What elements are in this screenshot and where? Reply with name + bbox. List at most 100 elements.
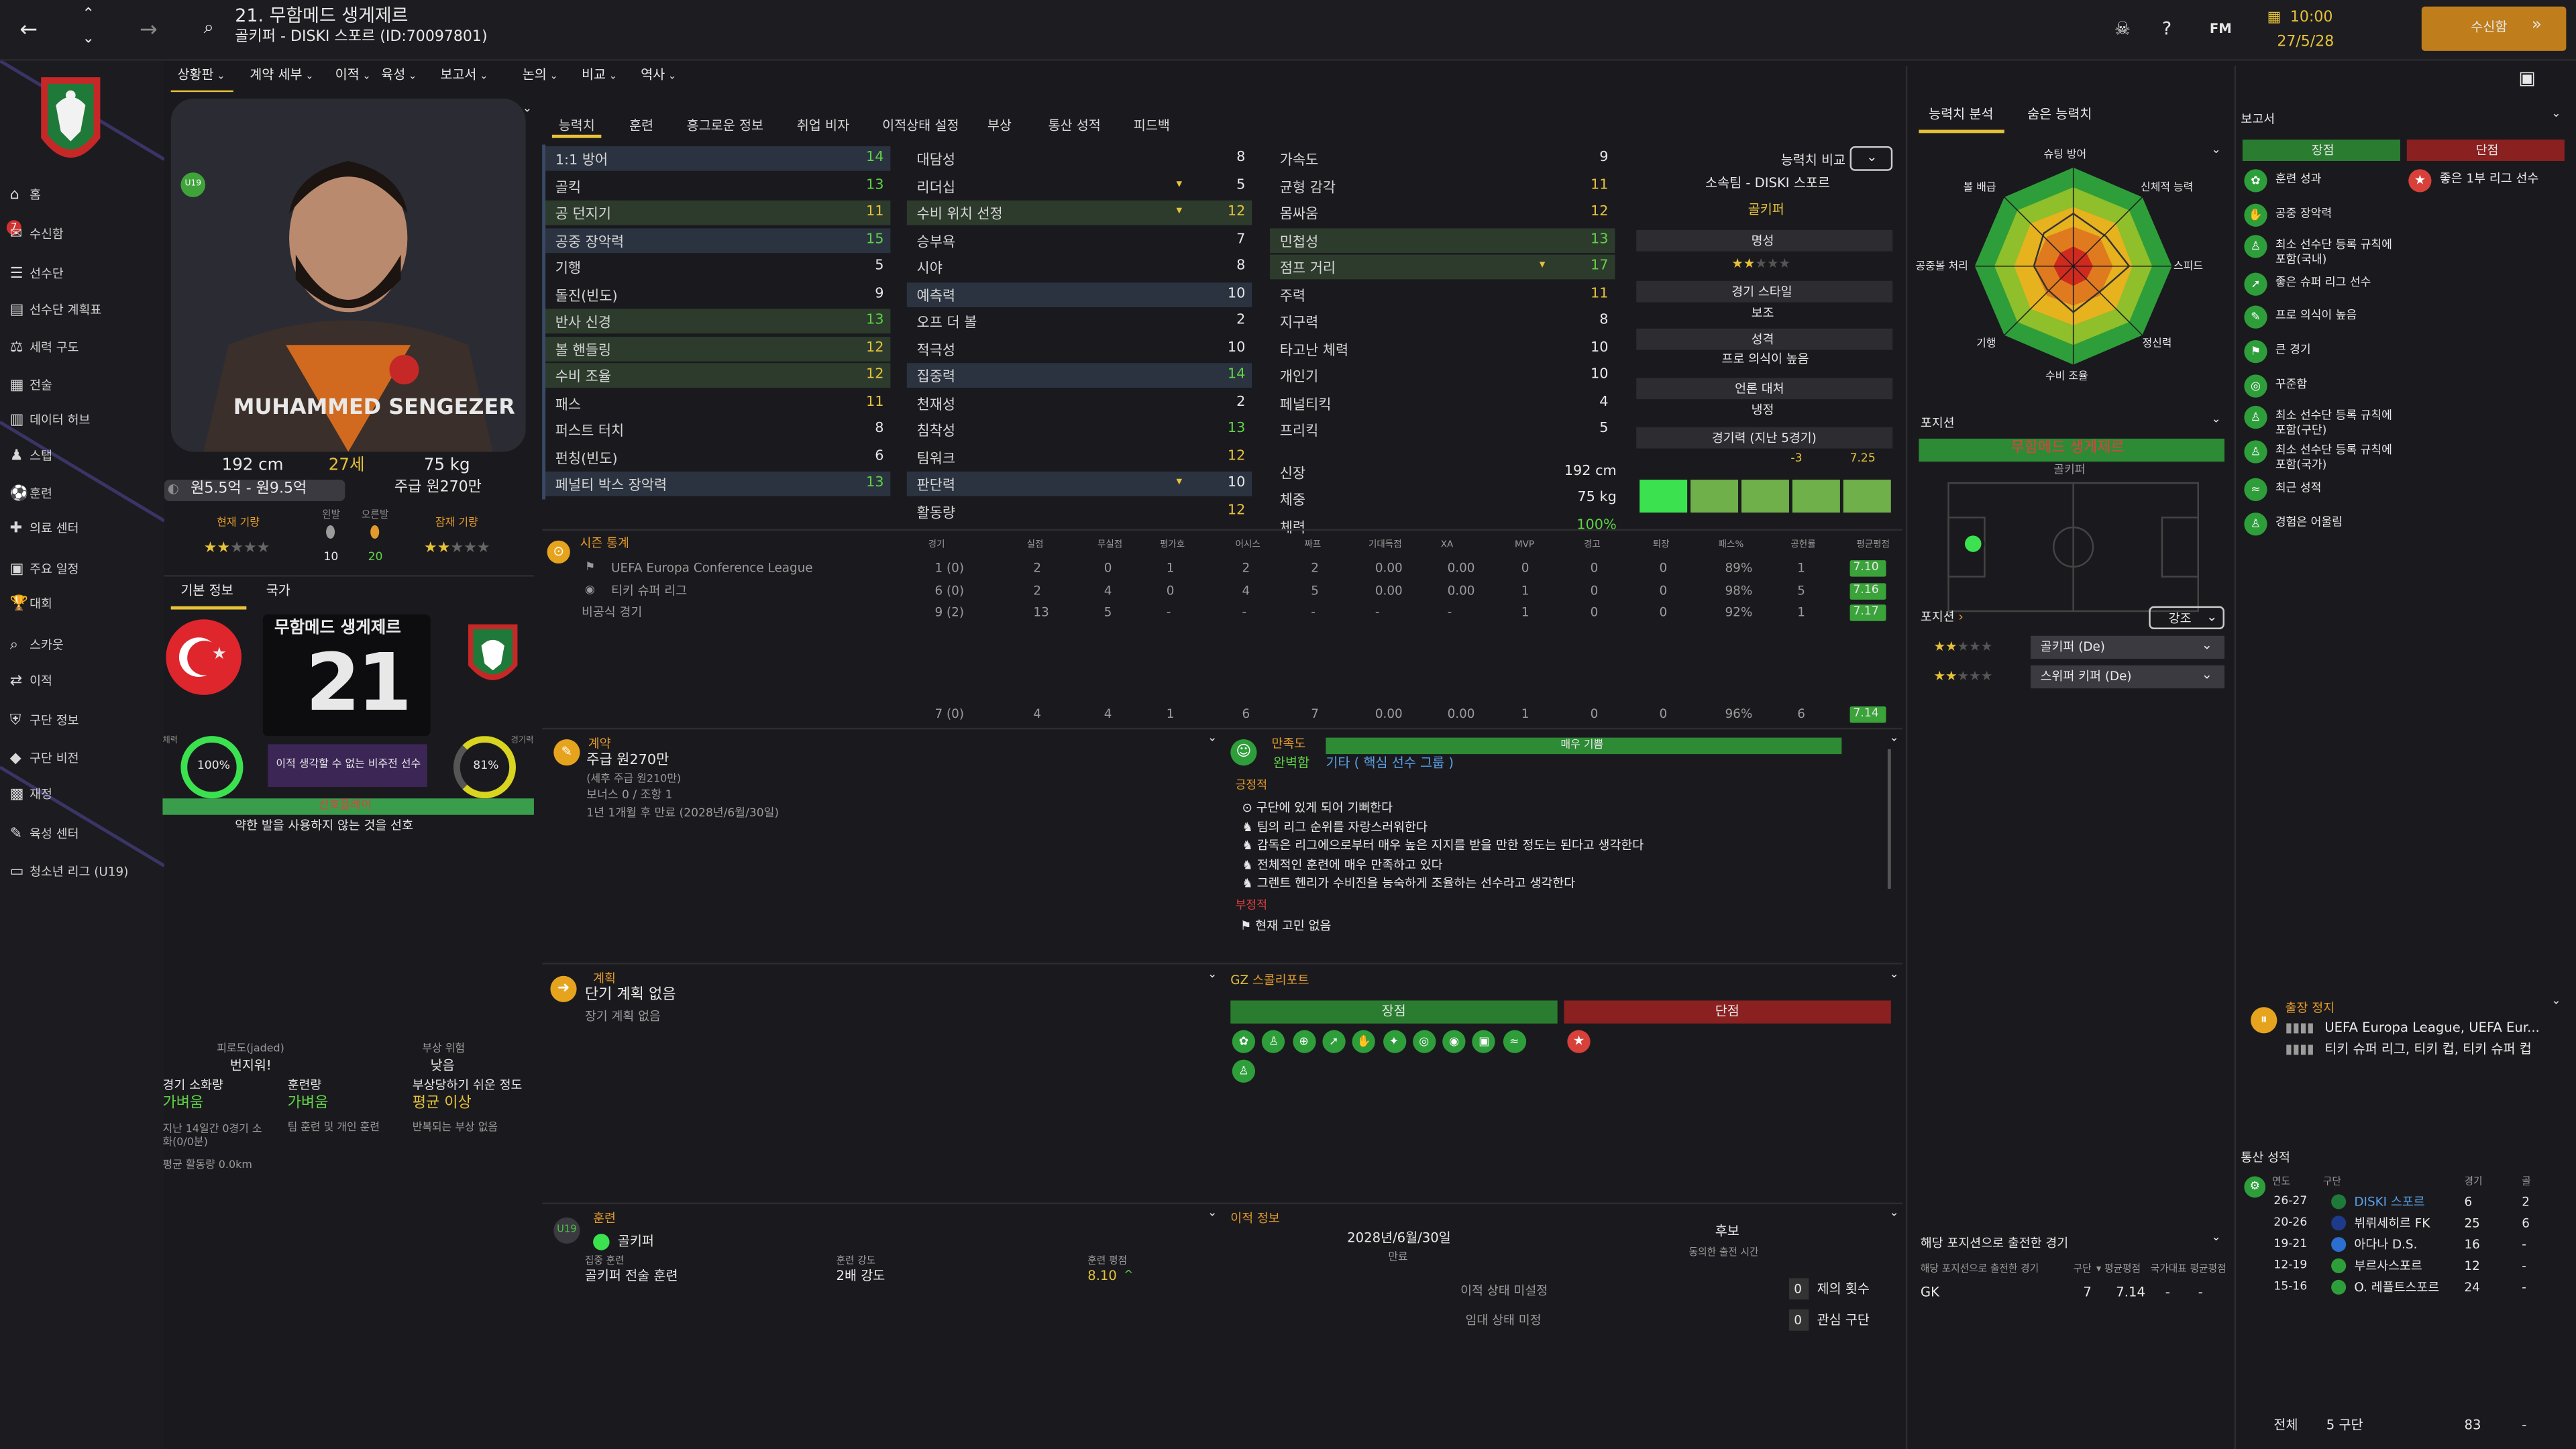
sidebar-item[interactable]: ▤ 선수단 계획표	[10, 301, 158, 327]
back-icon[interactable]: ←	[19, 17, 38, 43]
sidebar-item[interactable]: ▣ 주요 일정	[10, 560, 158, 586]
attr-tab[interactable]: 피드백	[1133, 118, 1170, 133]
scrollbar[interactable]	[1887, 749, 1891, 889]
collapse-chevron-icon[interactable]: ⌄	[2551, 994, 2561, 1008]
chevron-down-icon: ⌄	[665, 70, 677, 83]
collapse-chevron-icon[interactable]: ⌄	[1889, 1205, 1899, 1220]
collapse-chevron-icon[interactable]: ⌄	[1889, 967, 1899, 981]
sidebar-item[interactable]: 🏆 대회	[10, 595, 158, 621]
attr-tab[interactable]: 능력치	[558, 118, 595, 133]
sidebar-item[interactable]: ◆ 구단 비전	[10, 749, 158, 775]
sidebar-item[interactable]: ▥ 데이터 허브	[10, 411, 158, 437]
sidebar-item[interactable]: ⛨ 구단 정보	[10, 711, 158, 737]
fm-logo[interactable]: FM	[2209, 21, 2232, 36]
menu-5[interactable]: 논의 ⌄	[523, 68, 558, 83]
attribute-name: 수비 위치 선정	[916, 207, 1003, 224]
sidebar-item[interactable]: ✎ 육성 센터	[10, 824, 158, 851]
scout-strength-icon[interactable]: ♙	[1262, 1030, 1285, 1053]
scout-strength-icon[interactable]: ▣	[1472, 1030, 1496, 1053]
chevron-up-icon[interactable]: ⌃	[82, 6, 95, 23]
menu-7[interactable]: 역사 ⌄	[641, 68, 677, 83]
layout-icon[interactable]: ▣	[2518, 67, 2536, 89]
attr-tab[interactable]: 통산 성적	[1048, 118, 1101, 133]
season-stats-title[interactable]: 시즌 통계	[580, 535, 629, 551]
career-club[interactable]: 뷔뤼세히르 FK	[2354, 1216, 2430, 1231]
scout-strength-icon[interactable]: ✋	[1352, 1030, 1376, 1053]
sidebar-item[interactable]: ⚽ 훈련	[10, 484, 158, 511]
tab-nation[interactable]: 국가	[266, 583, 290, 598]
sidebar-item[interactable]: ⌕ 스카웃	[10, 636, 158, 662]
sidebar-item[interactable]: ✚ 의료 센터	[10, 519, 158, 545]
scout-strength-icon[interactable]: ✿	[1232, 1030, 1256, 1053]
tab-basic-info[interactable]: 기본 정보	[180, 583, 233, 598]
career-club[interactable]: 부르사스포르	[2354, 1258, 2422, 1273]
continue-button[interactable]: 수신함 »	[2421, 6, 2567, 51]
collapse-chevron-icon[interactable]: ⌄	[2551, 107, 2561, 120]
scout-strength-icon[interactable]: ◎	[1412, 1030, 1436, 1053]
tab-attribute-analysis[interactable]: 능력치 분석	[1929, 107, 1994, 122]
position-select-1[interactable]: 골키퍼 (De) ⌄	[2030, 635, 2224, 659]
sidebar-item[interactable]: ⇄ 이적	[10, 672, 158, 698]
sidebar-item[interactable]: ✉ 수신함	[10, 225, 158, 252]
sidebar-item[interactable]: ⚖ 세력 구도	[10, 338, 158, 364]
training-title[interactable]: 훈련	[593, 1210, 616, 1226]
scout-strength-icon[interactable]: ⊕	[1292, 1030, 1316, 1053]
current-time: 10:00	[2290, 9, 2333, 27]
menu-6[interactable]: 비교 ⌄	[582, 68, 617, 83]
scout-strength-icon[interactable]: ≈	[1503, 1030, 1526, 1053]
collapse-chevron-icon[interactable]: ⌄	[1208, 731, 1218, 745]
rating-value: 7.16	[1853, 582, 1879, 596]
collapse-chevron-icon[interactable]: ⌄	[2211, 143, 2221, 156]
u19-badge: U19	[180, 172, 206, 197]
star-icon[interactable]: ★	[1567, 1030, 1591, 1053]
sidebar-item[interactable]: ⌂ 홈	[10, 186, 158, 212]
club-crest-icon[interactable]	[36, 69, 105, 178]
scout-strength-icon[interactable]: ✦	[1382, 1030, 1406, 1053]
top-bar: ← ⌃ ⌄ → ⌕ 21. 무함메드 생게제르 골키퍼 - DISKI 스포르 …	[0, 0, 2576, 61]
transfer-title[interactable]: 이적 정보	[1230, 1210, 1280, 1226]
scout-report-title[interactable]: GZ 스콜리포트	[1230, 972, 1309, 987]
compare-dropdown[interactable]: ⌄	[1849, 146, 1893, 171]
collapse-chevron-icon[interactable]: ⌄	[2211, 1230, 2221, 1244]
skull-icon[interactable]: ☠	[2114, 17, 2131, 40]
scout-strength-icon[interactable]: ♙	[1232, 1059, 1256, 1083]
scout-strength-icon[interactable]: ◉	[1442, 1030, 1466, 1053]
menu-3[interactable]: 육성 ⌄	[381, 68, 417, 83]
plan-title[interactable]: 계획	[593, 971, 616, 986]
contract-title[interactable]: 계약	[588, 736, 611, 751]
forward-icon[interactable]: →	[140, 17, 158, 43]
menu-4[interactable]: 보고서 ⌄	[440, 68, 488, 83]
collapse-chevron-icon[interactable]: ⌄	[522, 101, 533, 115]
attr-tab[interactable]: 이적상태 설정	[882, 118, 959, 133]
career-club[interactable]: O. 레플트스포르	[2354, 1279, 2440, 1295]
attr-tab[interactable]: 부상	[987, 118, 1012, 133]
sidebar-item[interactable]: ☰ 선수단	[10, 264, 158, 290]
help-icon[interactable]: ?	[2161, 17, 2172, 40]
chevron-down-icon[interactable]: ⌄	[82, 31, 95, 48]
career-club[interactable]: DISKI 스포르	[2354, 1194, 2425, 1210]
menu-2[interactable]: 이적 ⌄	[335, 68, 371, 83]
attr-tab[interactable]: 흥그로운 정보	[686, 118, 764, 133]
tab-hidden-attributes[interactable]: 숨은 능력치	[2027, 107, 2092, 122]
sidebar-item[interactable]: ▦ 전술	[10, 376, 158, 402]
report-con-item: 좋은 1부 리그 선수	[2439, 170, 2539, 186]
sidebar-item[interactable]: ▩ 재정	[10, 786, 158, 812]
attr-tab[interactable]: 훈련	[629, 118, 654, 133]
career-club[interactable]: 아다나 D.S.	[2354, 1237, 2418, 1252]
collapse-chevron-icon[interactable]: ⌄	[1208, 967, 1218, 981]
contract-wage: 주급 원270만	[586, 752, 669, 769]
collapse-chevron-icon[interactable]: ⌄	[2211, 412, 2221, 426]
scout-strength-icon[interactable]: ➚	[1322, 1030, 1346, 1053]
sidebar-item[interactable]: ▭ 청소년 리그 (U19)	[10, 863, 158, 889]
highlight-dropdown[interactable]: 강조 ⌄	[2149, 606, 2224, 629]
search-icon[interactable]: ⌕	[203, 16, 214, 38]
attr-tab[interactable]: 취업 비자	[796, 118, 850, 133]
sidebar-item[interactable]: ♟ 스탭	[10, 447, 158, 473]
position-select-2[interactable]: 스위퍼 키퍼 (De) ⌄	[2030, 665, 2224, 689]
menu-0[interactable]: 상황판 ⌄	[177, 68, 225, 83]
collapse-chevron-icon[interactable]: ⌄	[1208, 1205, 1218, 1220]
menu-1[interactable]: 계약 세부 ⌄	[250, 68, 313, 83]
attribute-value: 13	[866, 474, 884, 492]
collapse-chevron-icon[interactable]: ⌄	[1889, 731, 1899, 745]
happiness-title[interactable]: 만족도	[1271, 736, 1306, 751]
